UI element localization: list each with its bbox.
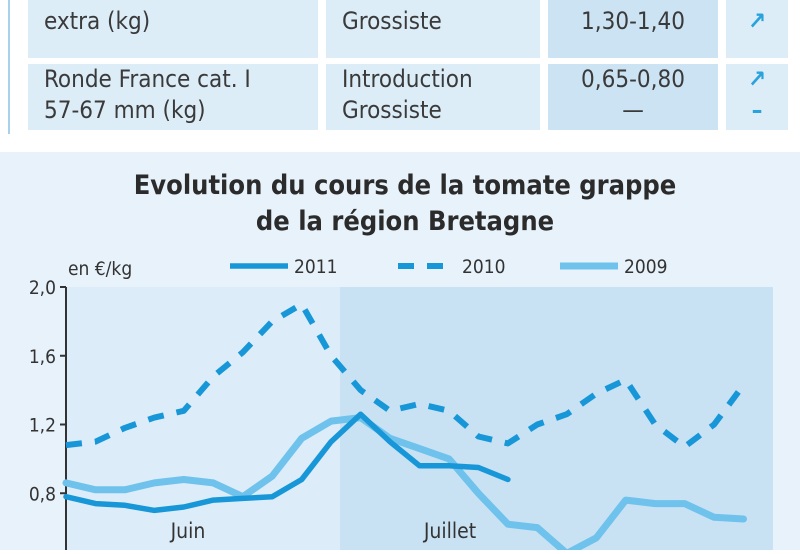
market-line: Introduction <box>342 65 473 93</box>
y-axis: 2,01,61,20,80,4 <box>29 277 67 554</box>
series-group <box>62 301 747 554</box>
trend-cell: ↗ <box>726 0 788 58</box>
table-row: Ronde France cat. I 57-67 mm (kg) Introd… <box>28 64 788 130</box>
chart-title-line-1: Evolution du cours de la tomate grappe <box>134 170 677 201</box>
series-line-2010 <box>65 301 746 450</box>
price-line: 0,65-0,80 <box>581 65 685 93</box>
y-tick-label: 1,6 <box>29 346 56 368</box>
price-cell: 0,65-0,80 — <box>548 64 718 130</box>
product-cell: extra (kg) <box>28 0 318 58</box>
chart-title-line-2: de la région Bretagne <box>256 206 554 237</box>
chart-panel: Evolution du cours de la tomate grappe d… <box>0 152 800 554</box>
series-line-2009 <box>62 414 747 554</box>
trend-up-icon: ↗ <box>747 65 767 93</box>
y-tick-label: 2,0 <box>29 277 56 299</box>
price-cell: 1,30-1,40 <box>548 0 718 58</box>
market-line: Grossiste <box>342 96 442 124</box>
product-line: Ronde France cat. I <box>44 65 251 93</box>
table-row: extra (kg) Grossiste 1,30-1,40 ↗ <box>28 0 788 58</box>
price-table: extra (kg) Grossiste 1,30-1,40 ↗ Ronde F… <box>0 0 800 138</box>
y-axis-unit-label: en €/kg <box>68 258 132 280</box>
legend-label-2010: 2010 <box>462 256 506 278</box>
y-tick-label: 0,8 <box>29 483 56 505</box>
price-line: 1,30-1,40 <box>581 7 685 35</box>
price-line: — <box>622 96 644 124</box>
month-label: Juillet <box>423 519 476 543</box>
product-line: extra (kg) <box>44 7 151 35</box>
price-chart: Evolution du cours de la tomate grappe d… <box>29 170 773 554</box>
legend: 2011 2010 2009 <box>230 256 668 278</box>
trend-up-icon: ↗ <box>747 7 767 35</box>
trend-flat-icon: – <box>751 96 763 124</box>
legend-label-2009: 2009 <box>624 256 668 278</box>
series-line-2011 <box>63 411 511 514</box>
table-left-rule <box>8 0 10 134</box>
month-band <box>66 287 340 550</box>
market-line: Grossiste <box>342 7 442 35</box>
month-labels: Juin Juillet <box>170 519 477 543</box>
product-line: 57-67 mm (kg) <box>44 96 206 124</box>
product-cell: Ronde France cat. I 57-67 mm (kg) <box>28 64 318 130</box>
market-cell: Grossiste <box>326 0 540 58</box>
legend-label-2011: 2011 <box>294 256 338 278</box>
trend-cell: ↗ – <box>726 64 788 130</box>
month-label: Juin <box>170 519 206 543</box>
y-tick-label: 1,2 <box>29 415 56 437</box>
market-cell: Introduction Grossiste <box>326 64 540 130</box>
